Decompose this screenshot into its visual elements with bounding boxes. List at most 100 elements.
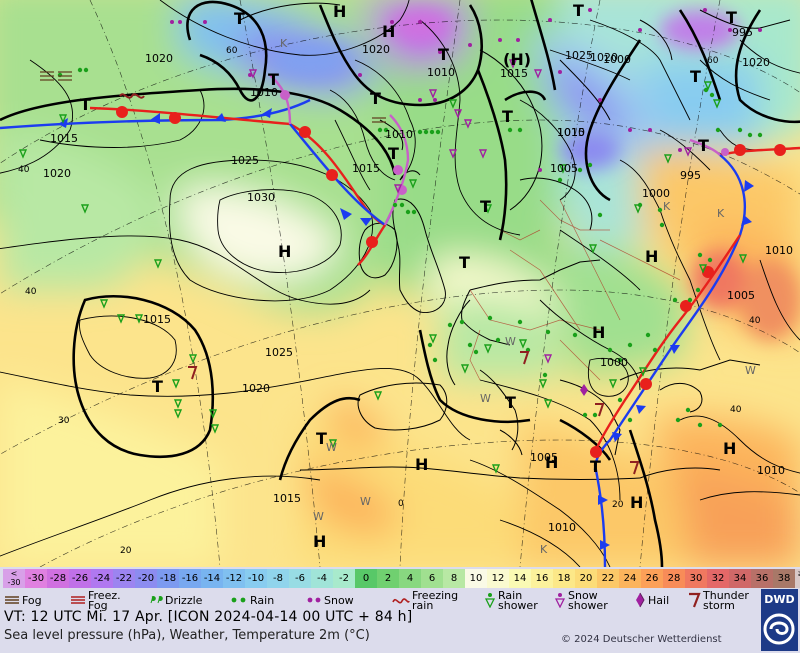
temperature-mark: K <box>663 200 671 213</box>
occlusion-front <box>383 114 410 226</box>
isobar-label: 1010 <box>765 244 793 257</box>
pressure-center: H <box>278 242 291 261</box>
legend-item: Thunder storm <box>687 590 749 612</box>
pressure-center: H <box>645 247 658 266</box>
copyright: © 2024 Deutscher Wetterdienst <box>561 634 722 645</box>
drizzle-icon <box>149 594 165 609</box>
legend-item: Snow <box>306 590 354 612</box>
temperature-marks: W W W W W W K K K K <box>280 37 756 556</box>
temperature-mark: W <box>360 495 371 508</box>
temperature-color-scale: < -30 -30 -28 -26 -24 -22 -20 -18 -16 -14 -12 -10 -8… <box>3 569 800 588</box>
isobar-label: 1000 <box>603 53 631 66</box>
legend-item: Fog <box>4 590 42 612</box>
isobar-label: 1005 <box>530 451 558 464</box>
weather-legend: Fog Freez. Fog Drizzle Rain Snow Freezing rai… <box>4 590 760 612</box>
scale-cell: 20 <box>575 569 597 588</box>
scale-cell: -28 <box>47 569 69 588</box>
isobar-label: 995 <box>680 169 701 182</box>
pressure-center: T <box>726 8 737 27</box>
pressure-center: T <box>698 136 709 155</box>
legend-label: Rain shower <box>498 589 538 612</box>
isobar-label: 1020 <box>43 167 71 180</box>
isobar-label: 1015 <box>557 126 585 139</box>
hail-symbols <box>580 384 588 396</box>
occlusion-front-3 <box>689 138 721 156</box>
pressure-center: T <box>438 45 449 64</box>
isobar-label: 1010 <box>557 126 585 139</box>
scale-cell: -22 <box>113 569 135 588</box>
pressure-center: T <box>502 107 513 126</box>
isobar-label: 1020 <box>145 52 173 65</box>
snow-shower-icon <box>554 592 568 611</box>
scale-cell: 12 <box>487 569 509 588</box>
temperature-mark: W <box>480 392 491 405</box>
pressure-center: H <box>313 532 326 551</box>
legend-label: Snow shower <box>568 589 608 612</box>
political-borders <box>469 199 681 381</box>
legend-item: Rain <box>230 590 274 612</box>
front-symbols <box>58 90 786 550</box>
freezing-fog-icon <box>70 594 88 609</box>
pressure-center: H <box>545 453 558 472</box>
graticule-label: 20 <box>612 500 624 510</box>
pressure-center: H <box>415 455 428 474</box>
legend-item: Snow shower <box>554 590 608 612</box>
snow-symbols <box>170 8 762 172</box>
temperature-mark: K <box>717 207 725 220</box>
isobar-label: 1020 <box>242 382 270 395</box>
rain-shower-symbols <box>18 81 748 474</box>
pressure-center: T <box>234 9 245 28</box>
scale-cell: 22 <box>597 569 619 588</box>
scale-cell: 28 <box>663 569 685 588</box>
scale-cell: < -30 <box>3 569 25 588</box>
freezing-rain-icon <box>392 594 412 609</box>
isobar-label: 1025 <box>565 49 593 62</box>
legend-item: Rain shower <box>484 590 538 612</box>
dwd-logo-text: DWD <box>764 593 795 606</box>
isobar-label: 1020 <box>590 51 618 64</box>
graticule-label: 40 <box>25 287 37 297</box>
thick-isobars <box>0 0 800 567</box>
isobar-label: 1025 <box>231 154 259 167</box>
legend-label: Thunder storm <box>703 589 749 612</box>
map-description: Sea level pressure (hPa), Weather, Tempe… <box>4 628 370 643</box>
scale-cell: -24 <box>91 569 113 588</box>
legend-label: Rain <box>250 594 275 607</box>
legend-label: Drizzle <box>165 594 203 607</box>
isobar-label: 1015 <box>273 492 301 505</box>
pressure-center: H <box>333 2 346 21</box>
graticule-label: 60 <box>226 46 238 56</box>
isobar-label: 1020 <box>742 56 770 69</box>
isobar-label: 1025 <box>265 346 293 359</box>
scale-cell: 26 <box>641 569 663 588</box>
scale-cell: 0 <box>355 569 377 588</box>
rain-symbols <box>57 67 763 428</box>
weather-map: 1020101510201025103010151010101510101020… <box>0 0 800 567</box>
legend-label: Freez. Fog <box>88 589 121 612</box>
pressure-center: T <box>316 429 327 448</box>
scale-cell: -2 <box>333 569 355 588</box>
thunderstorm-icon <box>687 592 703 611</box>
temperature-mark: K <box>540 543 548 556</box>
graticule-labels: 60 60 40 40 40 40 30 20 20 0 <box>18 46 761 556</box>
pressure-center: H <box>723 439 736 458</box>
fog-icon <box>4 594 22 609</box>
isobar-label: 1015 <box>50 132 78 145</box>
graticule-label: 40 <box>730 405 742 415</box>
snow-shower-symbols <box>248 59 693 364</box>
scale-cell: 10 <box>465 569 487 588</box>
cold-front-4 <box>593 464 607 567</box>
isobar-label: 1000 <box>600 356 628 369</box>
pressure-center: (H) <box>503 50 531 69</box>
isobar-label: 995 <box>732 26 753 39</box>
fog-symbols <box>40 71 386 123</box>
isobar-label: 1010 <box>548 521 576 534</box>
isobar-label: 1010 <box>250 86 278 99</box>
temperature-field <box>0 0 800 567</box>
pressure-center: T <box>459 253 470 272</box>
isobar-label: 1005 <box>550 162 578 175</box>
scale-cell: -20 <box>135 569 157 588</box>
pressure-center: T <box>480 197 491 216</box>
legend-label: Snow <box>324 594 354 607</box>
pressure-center: T <box>268 70 279 89</box>
